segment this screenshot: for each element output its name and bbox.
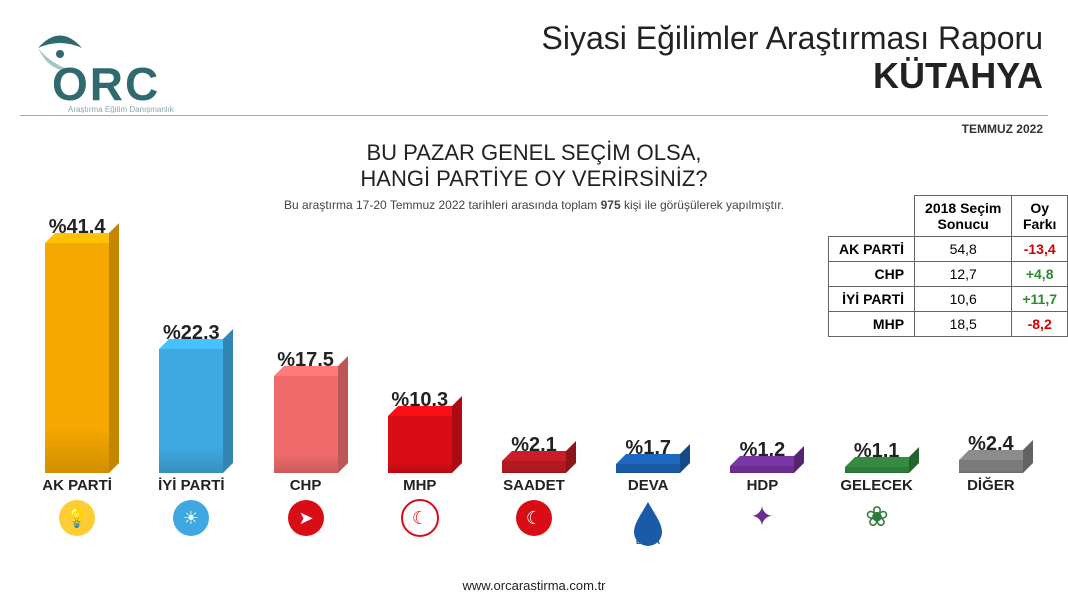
party-logo-icon: ✦ [705,498,819,538]
table-row: MHP 18,5 -8,2 [828,312,1067,337]
comparison-table: 2018 Seçim Sonucu Oy Farkı AK PARTİ 54,8… [828,195,1068,337]
x-tick: GELECEK ❀ [820,473,934,561]
party-name-label: MHP [363,477,477,494]
table-row: AK PARTİ 54,8 -13,4 [828,237,1067,262]
comp-party: İYİ PARTİ [828,287,914,312]
report-date: TEMMUZ 2022 [962,122,1043,136]
bar [388,416,452,473]
col-diff: Oy Farkı [1012,196,1068,237]
svg-text:DEVA: DEVA [636,536,661,546]
party-name-label: AK PARTİ [20,477,134,494]
bar [616,464,680,473]
comp-diff: -8,2 [1012,312,1068,337]
x-tick: CHP ➤ [248,473,362,561]
party-name-label: SAADET [477,477,591,494]
logo-subtext: Araştırma Eğitim Danışmanlık [68,105,175,113]
bar-slot: %1,7 [591,437,705,473]
x-tick: HDP ✦ [705,473,819,561]
x-tick: MHP ☾ [363,473,477,561]
x-tick: DEVA DEVA [591,473,705,561]
comp-prev: 18,5 [915,312,1012,337]
bar-slot: %2,4 [934,433,1048,473]
party-name-label: CHP [248,477,362,494]
party-logo-icon: ❀ [820,498,934,538]
x-tick: SAADET ☾ [477,473,591,561]
comp-party: AK PARTİ [828,237,914,262]
party-logo-icon: DEVA [591,498,705,548]
x-tick: DİĞER [934,473,1048,561]
party-name-label: DİĞER [934,477,1048,494]
svg-text:➤: ➤ [298,508,313,528]
svg-text:❀: ❀ [865,501,888,532]
x-tick: İYİ PARTİ ☀ [134,473,248,561]
svg-text:☀: ☀ [183,508,199,528]
question-line-2: HANGİ PARTİYE OY VERİRSİNİZ? [0,166,1068,192]
bar-slot: %10,3 [363,389,477,473]
bar-slot: %1,1 [820,440,934,473]
report-title: Siyasi Eğilimler Araştırması Raporu [542,20,1043,57]
bar-slot: %17,5 [248,349,362,473]
comp-party: CHP [828,262,914,287]
orc-logo: ORC Araştırma Eğitim Danışmanlık [20,18,220,118]
table-row: CHP 12,7 +4,8 [828,262,1067,287]
bar [959,460,1023,473]
party-name-label: DEVA [591,477,705,494]
question-line-1: BU PAZAR GENEL SEÇİM OLSA, [0,140,1068,166]
header: ORC Araştırma Eğitim Danışmanlık Siyasi … [0,10,1068,130]
table-row: İYİ PARTİ 10,6 +11,7 [828,287,1067,312]
x-tick: AK PARTİ 💡 [20,473,134,561]
party-logo-icon: ☾ [363,498,477,538]
col-2018: 2018 Seçim Sonucu [915,196,1012,237]
title-block: Siyasi Eğilimler Araştırması Raporu KÜTA… [542,20,1043,97]
svg-text:☾: ☾ [526,508,542,528]
comp-party: MHP [828,312,914,337]
party-logo-icon: 💡 [20,498,134,538]
party-logo-icon: ☾ [477,498,591,538]
bar [502,461,566,473]
bar [45,243,109,473]
party-name-label: İYİ PARTİ [134,477,248,494]
comp-diff: +4,8 [1012,262,1068,287]
header-divider [20,115,1048,116]
svg-text:💡: 💡 [66,507,88,528]
bar-slot: %2,1 [477,434,591,473]
party-name-label: GELECEK [820,477,934,494]
svg-text:✦: ✦ [751,501,774,532]
party-logo-icon: ➤ [248,498,362,538]
comp-diff: -13,4 [1012,237,1068,262]
province-name: KÜTAHYA [542,55,1043,97]
comp-prev: 10,6 [915,287,1012,312]
bar [274,376,338,473]
bar-slot: %22,3 [134,322,248,473]
x-axis: AK PARTİ 💡 İYİ PARTİ ☀ CHP ➤ MHP ☾ SAADE… [20,473,1048,561]
bar-slot: %1,2 [705,439,819,473]
party-logo-icon: ☀ [134,498,248,538]
bar [730,466,794,473]
bar-slot: %41,4 [20,216,134,473]
comp-prev: 12,7 [915,262,1012,287]
party-logo-icon [934,498,1048,538]
svg-text:ORC: ORC [52,58,160,110]
comp-prev: 54,8 [915,237,1012,262]
comp-diff: +11,7 [1012,287,1068,312]
footer-url: www.orcarastirma.com.tr [0,578,1068,593]
svg-text:☾: ☾ [412,508,428,528]
party-name-label: HDP [705,477,819,494]
bar [159,349,223,473]
